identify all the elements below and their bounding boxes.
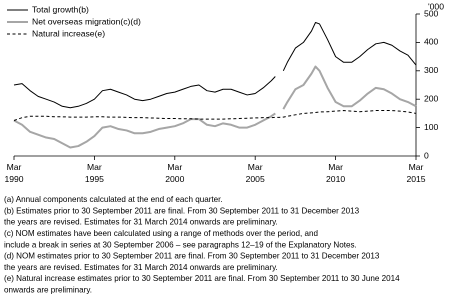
- x-tick-label: Mar 2015: [406, 162, 425, 184]
- y-tick-label: 100: [424, 122, 439, 132]
- footnote: (c) NOM estimates have been calculated u…: [4, 229, 318, 238]
- footnote: (b) Estimates prior to 30 September 2011…: [4, 206, 360, 215]
- footnote: the years are revised. Estimates for 31 …: [4, 218, 278, 227]
- footnote: the years are revised. Estimates for 31 …: [4, 263, 278, 272]
- footnote: (d) NOM estimates prior to 30 September …: [4, 252, 380, 261]
- x-tick-label: Mar 2000: [165, 162, 184, 184]
- x-tick-label: Mar 2010: [326, 162, 345, 184]
- legend-label: Net overseas migration(c)(d): [32, 16, 141, 26]
- x-tick-label: Mar 2005: [246, 162, 265, 184]
- series-line: [13, 65, 417, 149]
- y-axis-label: '000: [428, 1, 444, 11]
- x-tick-label: Mar 1990: [4, 162, 23, 184]
- y-tick-label: 200: [424, 93, 439, 103]
- footnote: include a break in series at 30 Septembe…: [4, 240, 357, 249]
- series-line: [13, 110, 417, 121]
- footnote: onwards are preliminary.: [4, 286, 92, 295]
- x-tick-label: Mar 1995: [85, 162, 104, 184]
- footnote: (e) Natural increase estimates prior to …: [4, 274, 400, 283]
- y-tick-label: 0: [424, 150, 429, 160]
- y-tick-label: 300: [424, 65, 439, 75]
- y-tick-label: 400: [424, 37, 439, 47]
- y-tick-label: 500: [424, 8, 439, 18]
- series-line: [13, 22, 417, 109]
- legend-label: Total growth(b): [32, 4, 89, 14]
- footnote: (a) Annual components calculated at the …: [4, 195, 223, 204]
- legend-label: Natural increase(e): [32, 28, 105, 38]
